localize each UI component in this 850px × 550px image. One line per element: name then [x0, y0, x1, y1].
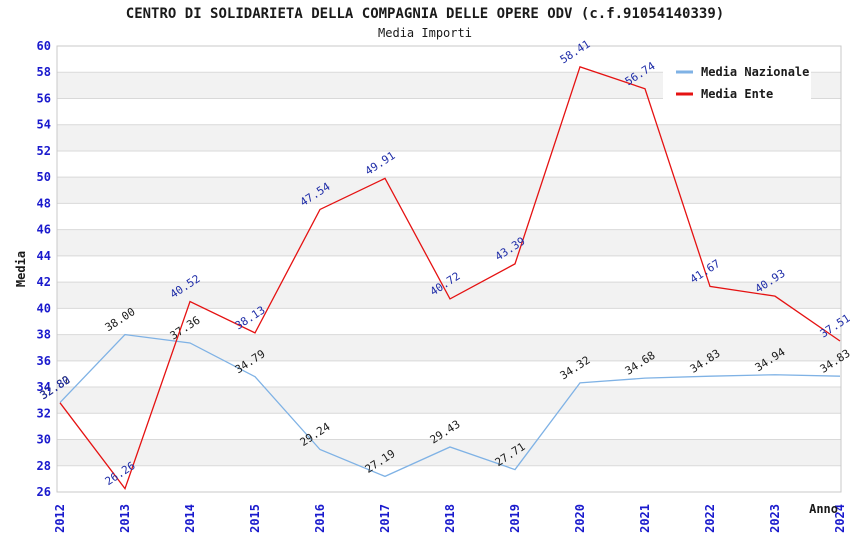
x-tick-label: 2016 — [313, 504, 327, 533]
chart-subtitle: Media Importi — [378, 26, 472, 40]
y-tick-label: 32 — [37, 406, 51, 420]
background-stripes — [57, 46, 841, 492]
legend: Media Nazionale Media Ente — [663, 54, 811, 104]
series-line-media-nazionale — [59, 333, 841, 478]
x-axis-title: Anno — [809, 502, 838, 516]
x-tick-label: 2024 — [833, 504, 847, 533]
x-tick-label: 2019 — [508, 504, 522, 533]
y-tick-label: 38 — [37, 328, 51, 342]
y-tick-label: 60 — [37, 39, 51, 53]
x-tick-label: 2014 — [183, 504, 197, 533]
y-tick-label: 28 — [37, 459, 51, 473]
x-tick-label: 2017 — [378, 504, 392, 533]
x-tick-label: 2020 — [573, 504, 587, 533]
y-tick-label: 30 — [37, 433, 51, 447]
plot-border — [56, 45, 842, 493]
y-tick-label: 42 — [37, 275, 51, 289]
y-tick-label: 44 — [37, 249, 51, 263]
y-tick-label: 26 — [37, 485, 51, 499]
y-tick-label: 56 — [37, 91, 51, 105]
x-tick-label: 2023 — [768, 504, 782, 533]
y-tick-label: 54 — [37, 118, 51, 132]
y-tick-label: 34 — [37, 380, 51, 394]
y-tick-label: 52 — [37, 144, 51, 158]
y-tick-label: 46 — [37, 223, 51, 237]
x-tick-label: 2018 — [443, 504, 457, 533]
legend-box — [663, 54, 811, 104]
x-tick-label: 2015 — [248, 504, 262, 533]
x-tick-label: 2012 — [53, 504, 67, 533]
x-tick-label: 2021 — [638, 504, 652, 533]
y-tick-label: 58 — [37, 65, 51, 79]
y-axis-title: Media — [14, 251, 28, 287]
series-line-media-ente — [59, 66, 841, 490]
chart-title: CENTRO DI SOLIDARIETA DELLA COMPAGNIA DE… — [125, 6, 725, 22]
legend-label: Media Ente — [701, 87, 773, 101]
x-axis-ticks: 2012 2013 2014 2015 2016 2017 2018 2019 2020 2021… — [53, 504, 847, 533]
x-tick-label: 2013 — [118, 504, 132, 533]
y-tick-label: 40 — [37, 301, 51, 315]
legend-label: Media Nazionale — [701, 65, 809, 79]
y-axis-ticks: 26 28 30 32 34 36 38 40 42 44 46 48 50 52 54 56 58 60 — [37, 39, 51, 499]
y-tick-label: 36 — [37, 354, 51, 368]
y-tick-label: 48 — [37, 196, 51, 210]
x-tick-label: 2022 — [703, 504, 717, 533]
y-tick-label: 50 — [37, 170, 51, 184]
